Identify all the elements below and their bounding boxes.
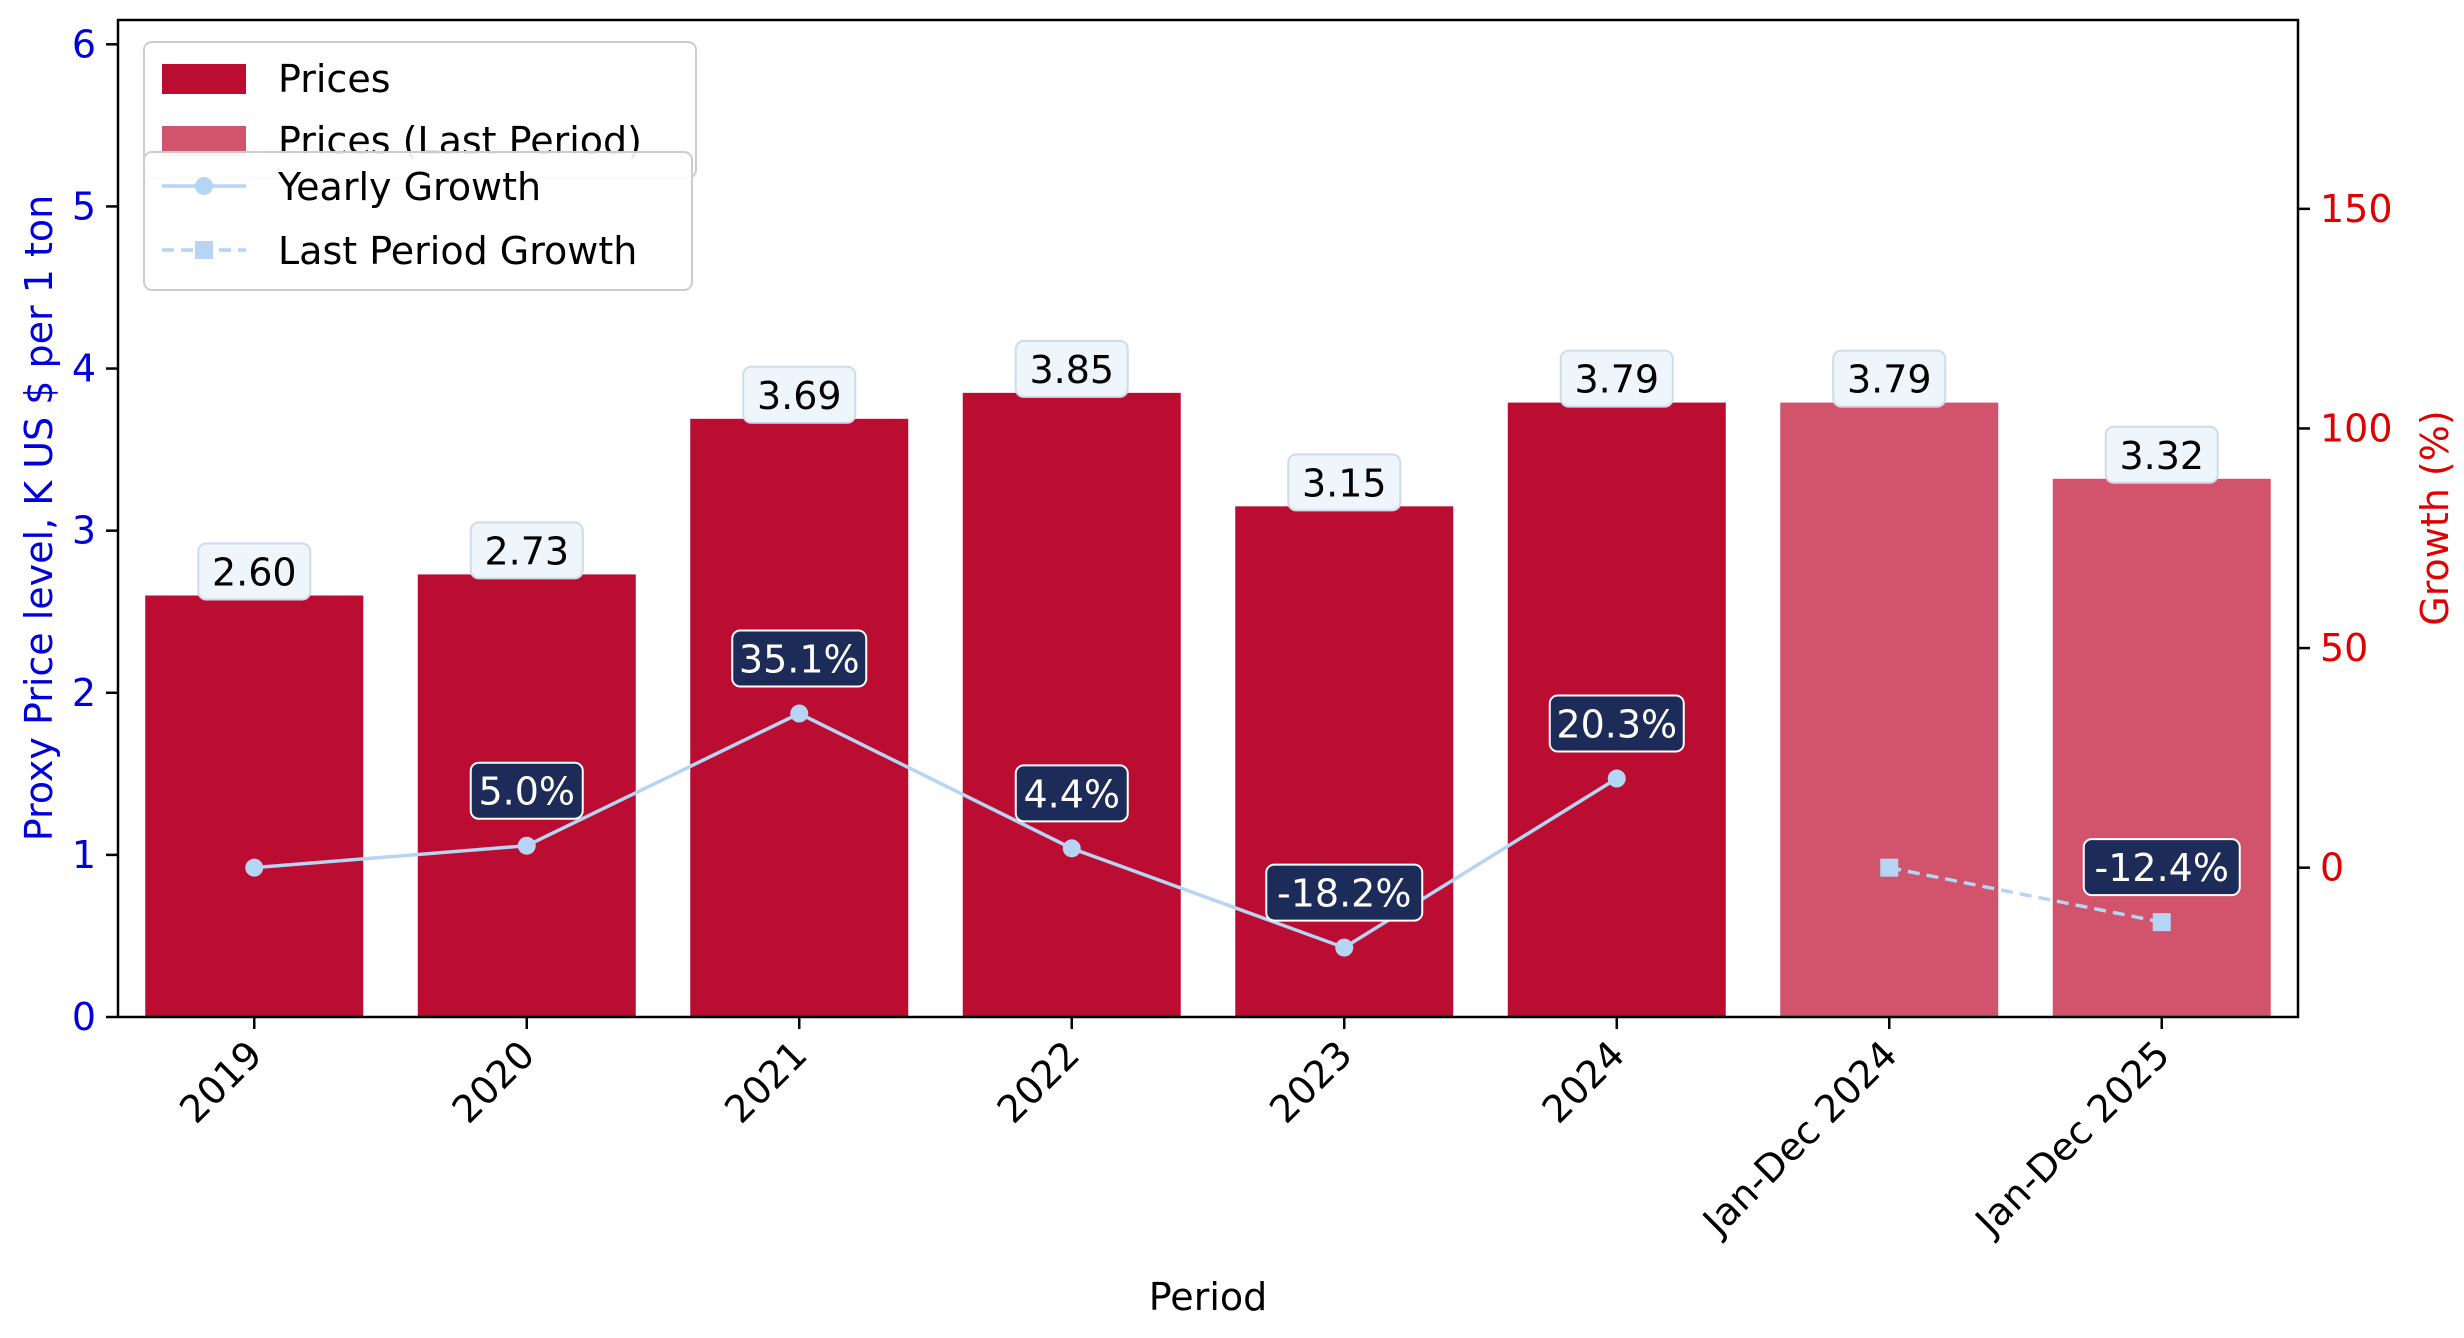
price-label-2021-box [742, 365, 857, 424]
legend-lines: Yearly Growth Last Period Growth [143, 151, 693, 291]
right-y-axis: 0 50 100 150 [2298, 187, 2393, 890]
yearly-growth-label-2024-box [1548, 694, 1685, 753]
last-period-growth-label-jan-dec-2025-text: -12.4% [2095, 846, 2229, 890]
yearly-growth-label-2023-text: -18.2% [1277, 872, 1411, 916]
price-label-jan-dec-2024-box [1832, 349, 1947, 408]
yearly-growth-label-2024-text: 20.3% [1556, 703, 1677, 747]
right-tick-label-50: 50 [2320, 626, 2368, 670]
bars-layer [145, 392, 2271, 1017]
price-label-2020-box [469, 521, 584, 580]
price-label-2021: 3.69 [742, 365, 857, 424]
data-labels-layer: 2.60 2.73 3.69 3.85 3.15 3.79 3.79 3.32 5.0% 35.1… [197, 339, 2241, 922]
left-tick-label-2: 2 [72, 671, 96, 715]
yearly-growth-point-2021 [790, 704, 809, 723]
price-label-2019-box [197, 542, 312, 601]
bar-2022 [962, 392, 1181, 1017]
price-label-2020-text: 2.73 [484, 529, 569, 573]
x-axis-title: Period [1149, 1275, 1268, 1319]
left-tick-label-4: 4 [72, 347, 96, 391]
price-label-2024-box [1559, 349, 1674, 408]
price-label-2019: 2.60 [197, 542, 312, 601]
bar-jan-dec-2024 [1780, 402, 1999, 1017]
price-label-jan-dec-2025-text: 3.32 [2119, 434, 2204, 478]
legend-label-prices: Prices [278, 57, 391, 101]
price-label-2023-text: 3.15 [1302, 461, 1387, 505]
price-label-jan-dec-2025: 3.32 [2104, 425, 2219, 484]
price-label-jan-dec-2024: 3.79 [1832, 349, 1947, 408]
price-label-jan-dec-2024-text: 3.79 [1847, 358, 1932, 402]
price-label-2024-text: 3.79 [1574, 358, 1659, 402]
yearly-growth-label-2021: 35.1% [731, 629, 868, 688]
left-y-axis: 0 1 2 3 4 5 6 [72, 22, 118, 1039]
x-axis: 2019 2020 2021 2022 2023 2024 Jan-Dec 2024 Jan-… [171, 1017, 2178, 1245]
bar-2023 [1235, 506, 1454, 1017]
right-tick-label-0: 0 [2320, 846, 2344, 890]
x-tick-label-jan-dec-2024: Jan-Dec 2024 [1693, 1032, 1906, 1245]
legend-lines-frame [143, 151, 693, 291]
left-tick-label-6: 6 [72, 22, 96, 66]
left-tick-label-0: 0 [72, 995, 96, 1039]
left-tick-label-1: 1 [72, 833, 96, 877]
last-period-growth-label-jan-dec-2025: -12.4% [2082, 838, 2241, 897]
right-tick-label-150: 150 [2320, 187, 2393, 231]
yearly-growth-point-2020 [517, 836, 536, 855]
yearly-growth-point-2024 [1607, 769, 1626, 788]
x-tick-label-2019: 2019 [171, 1032, 271, 1132]
bar-jan-dec-2025 [2052, 478, 2271, 1017]
yearly-growth-point-2019 [245, 858, 264, 877]
price-label-2024: 3.79 [1559, 349, 1674, 408]
x-tick-label-2020: 2020 [444, 1032, 544, 1132]
yearly-growth-label-2020-box [469, 761, 584, 820]
price-label-2022-box [1014, 339, 1129, 398]
yearly-growth-label-2021-box [731, 629, 868, 688]
legend-marker-yearly-growth [195, 177, 213, 195]
left-y-axis-title: Proxy Price level, K US $ per 1 ton [17, 195, 61, 841]
x-tick-label-2024: 2024 [1534, 1032, 1634, 1132]
yearly-growth-label-2023-box [1265, 863, 1424, 922]
last-period-growth-line [1888, 865, 2163, 924]
yearly-growth-label-2020: 5.0% [469, 761, 584, 820]
x-tick-label-jan-dec-2025: Jan-Dec 2025 [1966, 1032, 2179, 1245]
price-label-2019-text: 2.60 [212, 551, 297, 595]
yearly-growth-label-2021-text: 35.1% [739, 638, 860, 682]
last-period-growth-label-jan-dec-2025-box [2082, 838, 2241, 897]
last-period-growth-point-jan-dec-2024 [1880, 858, 1899, 877]
last-period-growth-point-jan-dec-2025 [2152, 913, 2171, 932]
yearly-growth-label-2022-text: 4.4% [1023, 772, 1120, 816]
left-tick-label-3: 3 [72, 509, 96, 553]
x-tick-label-2023: 2023 [1261, 1032, 1361, 1132]
yearly-growth-point-2023 [1335, 938, 1354, 957]
legend-swatch-prices [162, 64, 246, 94]
x-tick-label-2022: 2022 [989, 1032, 1089, 1132]
yearly-growth-label-2022: 4.4% [1014, 764, 1129, 823]
legend-label-yearly-growth: Yearly Growth [277, 165, 541, 209]
yearly-growth-label-2020-text: 5.0% [478, 770, 575, 814]
yearly-growth-label-2023: -18.2% [1265, 863, 1424, 922]
yearly-growth-label-2024: 20.3% [1548, 694, 1685, 753]
price-label-2022-text: 3.85 [1029, 348, 1114, 392]
right-tick-label-100: 100 [2320, 406, 2393, 450]
price-label-2023-box [1287, 453, 1402, 512]
price-label-2020: 2.73 [469, 521, 584, 580]
price-label-jan-dec-2025-box [2104, 425, 2219, 484]
x-tick-label-2021: 2021 [716, 1032, 816, 1132]
right-y-axis-title: Growth (%) [2413, 410, 2457, 625]
price-label-2021-text: 3.69 [757, 374, 842, 418]
price-label-2023: 3.15 [1287, 453, 1402, 512]
price-label-2022: 3.85 [1014, 339, 1129, 398]
yearly-growth-point-2022 [1062, 839, 1081, 858]
legend-label-last-period-growth: Last Period Growth [278, 229, 637, 273]
left-tick-label-5: 5 [72, 184, 96, 228]
legend-marker-last-period-growth [195, 241, 213, 259]
bar-2019 [145, 595, 364, 1017]
plot-frame [116, 18, 2300, 1019]
yearly-growth-label-2022-box [1014, 764, 1129, 823]
